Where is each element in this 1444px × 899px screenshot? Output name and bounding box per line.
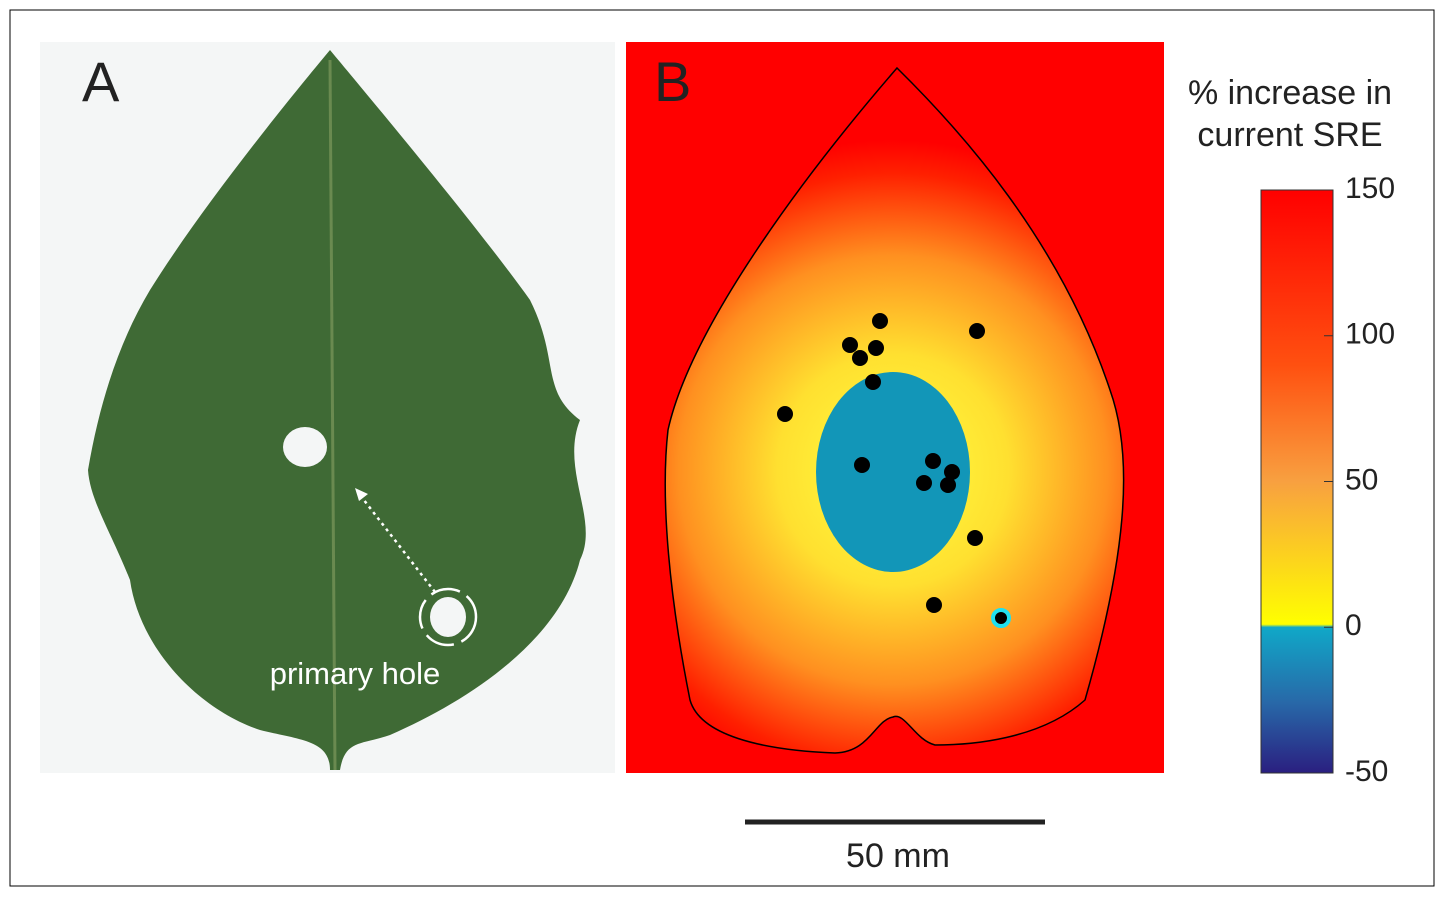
panel-label: A	[82, 50, 120, 113]
hole-point	[916, 475, 932, 491]
hole-point	[852, 350, 868, 366]
colorbar-title: current SRE	[1197, 116, 1382, 154]
tick-label: -50	[1345, 755, 1388, 788]
colorbar	[1261, 190, 1333, 773]
hole-point	[868, 340, 884, 356]
hole-point	[926, 597, 942, 613]
scale-bar-label: 50 mm	[846, 837, 950, 875]
hole	[283, 427, 327, 467]
hole	[430, 597, 466, 637]
hole-point	[969, 323, 985, 339]
colorbar-title: % increase in	[1188, 74, 1392, 112]
hole-point	[967, 530, 983, 546]
tick-label: 150	[1345, 172, 1395, 205]
tick-label: 100	[1345, 318, 1395, 351]
hole-point	[872, 313, 888, 329]
primary-hole-point	[993, 610, 1009, 626]
hole-point	[842, 337, 858, 353]
hole-point	[865, 374, 881, 390]
hole-point	[925, 453, 941, 469]
hole-point	[854, 457, 870, 473]
panel-label: B	[654, 50, 691, 113]
tick-label: 50	[1345, 463, 1378, 496]
figure: primary hole A B % increase in current S…	[0, 0, 1444, 894]
annotation: primary hole	[270, 656, 441, 691]
hole-point	[940, 477, 956, 493]
hole-point	[777, 406, 793, 422]
tick-label: 0	[1345, 609, 1362, 642]
